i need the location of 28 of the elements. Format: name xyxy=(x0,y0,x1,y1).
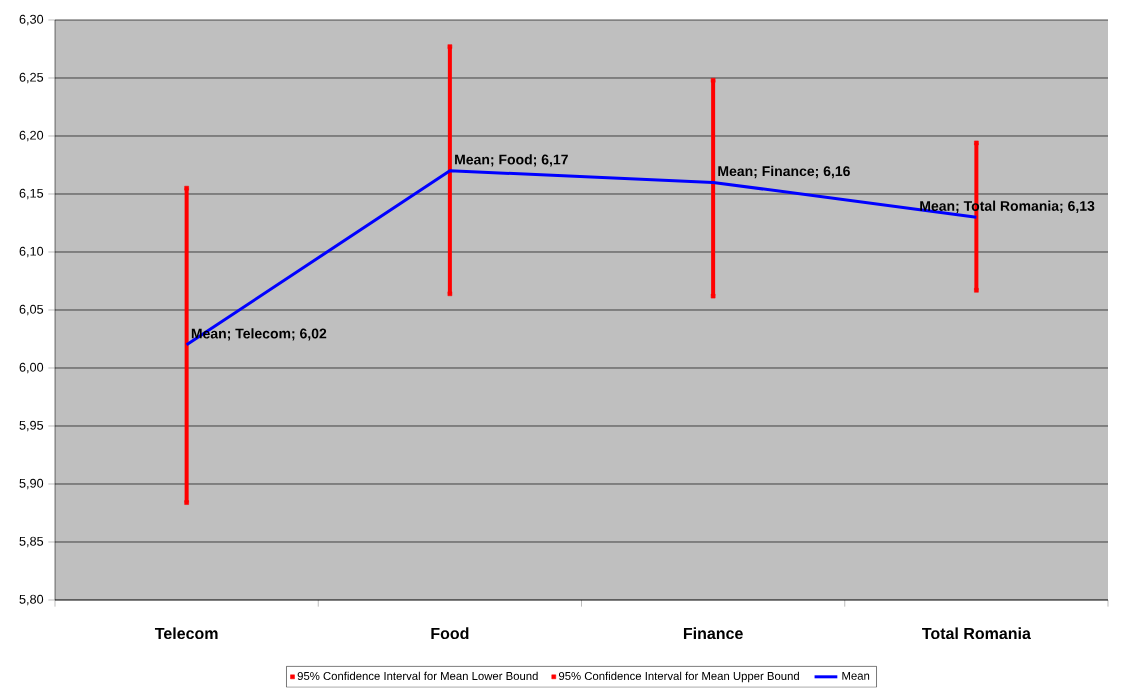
x-tick-label: Food xyxy=(431,627,469,640)
y-tick-label: 6,15 xyxy=(19,188,44,200)
y-tick-label: 6,30 xyxy=(19,14,44,26)
x-tick-label: Total Romania xyxy=(922,627,1031,640)
y-tick-label: 6,10 xyxy=(19,246,44,258)
legend-label: 95% Confidence Interval for Mean Lower Bound xyxy=(297,671,538,681)
data-label: Mean; Finance; 6,16 xyxy=(718,166,850,179)
y-tick-label: 5,95 xyxy=(19,420,44,432)
legend-label: Mean xyxy=(842,672,870,681)
point xyxy=(974,288,979,293)
point xyxy=(184,186,189,191)
y-tick-label: 6,20 xyxy=(19,130,44,142)
y-tick-label: 6,25 xyxy=(19,72,44,84)
legend-label: 95% Confidence Interval for Mean Upper Bound xyxy=(558,671,799,683)
point xyxy=(184,500,189,506)
y-tick-label: 5,85 xyxy=(19,536,44,548)
y-tick-label: 6,05 xyxy=(19,304,44,316)
data-label: Mean; Food; 6,17 xyxy=(455,154,568,167)
y-tick-label: 6,00 xyxy=(19,362,44,374)
point xyxy=(974,140,979,146)
x-tick-label: Telecom xyxy=(154,627,218,640)
point xyxy=(447,291,453,297)
point xyxy=(710,294,716,299)
y-tick-label: 5,90 xyxy=(19,478,44,490)
point xyxy=(710,78,716,83)
point xyxy=(447,44,453,50)
x-tick-label: Finance xyxy=(683,627,743,640)
y-tick-label: 5,80 xyxy=(19,594,44,606)
